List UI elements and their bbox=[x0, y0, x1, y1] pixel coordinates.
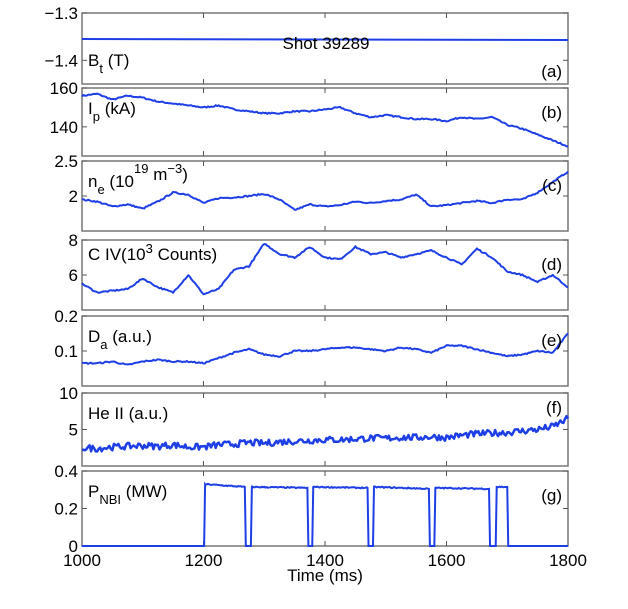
series-line bbox=[81, 243, 569, 296]
panel-label: PNBI (MW) bbox=[88, 482, 167, 507]
panel-g: 0.4 0.2 0 PNBI (MW) (g) bbox=[54, 462, 569, 556]
y-tick-label: 0 bbox=[69, 537, 78, 556]
panel-frame bbox=[81, 87, 569, 157]
panel-letter: (g) bbox=[541, 486, 562, 505]
y-tick-label: 6 bbox=[69, 266, 78, 285]
y-tick-label: 0.1 bbox=[54, 342, 78, 361]
panel-label: Da (a.u.) bbox=[88, 327, 152, 352]
y-tick-label: 0.2 bbox=[54, 307, 78, 326]
y-tick-label: −1.4 bbox=[44, 51, 78, 70]
label-superscript: 3 bbox=[146, 241, 153, 256]
label-main: D bbox=[88, 327, 100, 346]
panel-label: Ip (kA) bbox=[88, 99, 136, 124]
label-subscript: p bbox=[93, 109, 100, 124]
label-subscript: NBI bbox=[99, 492, 121, 507]
label-unit: Counts) bbox=[153, 245, 217, 264]
label-subscript: e bbox=[97, 182, 104, 197]
panel-letter: (f) bbox=[546, 398, 562, 417]
y-tick-label: 5 bbox=[69, 421, 78, 440]
label-superscript: −3 bbox=[167, 161, 182, 176]
panel-letter: (c) bbox=[542, 176, 562, 195]
label-unit: m bbox=[148, 165, 167, 184]
label-unit: (T) bbox=[103, 51, 129, 70]
y-tick-label: 10 bbox=[59, 384, 78, 403]
panel-letter: (e) bbox=[541, 331, 562, 350]
label-main: n bbox=[88, 172, 97, 191]
label-unit: ) bbox=[182, 165, 188, 184]
series-line bbox=[81, 332, 569, 366]
label-unit: (MW) bbox=[121, 482, 167, 501]
label-main: He II (a.u.) bbox=[88, 404, 168, 423]
series-line bbox=[81, 92, 569, 148]
series-line bbox=[82, 170, 569, 211]
y-tick-label: 140 bbox=[50, 118, 78, 137]
panel-letter: (d) bbox=[541, 255, 562, 274]
panel-letter: (a) bbox=[541, 62, 562, 81]
y-tick-label: 2 bbox=[69, 187, 78, 206]
y-tick-label: 2.5 bbox=[54, 152, 78, 171]
panel-d: 8 6 C IV(103 Counts) (d) bbox=[69, 231, 569, 311]
label-subscript: a bbox=[100, 337, 108, 352]
panel-label: He II (a.u.) bbox=[88, 404, 168, 423]
y-tick-label: 0.4 bbox=[54, 462, 78, 481]
y-tick-label: 8 bbox=[69, 231, 78, 250]
series-line bbox=[82, 481, 568, 547]
label-unit: (kA) bbox=[100, 99, 136, 118]
label-unit: (a.u.) bbox=[108, 327, 152, 346]
label-unit: (10 bbox=[105, 172, 134, 191]
panel-f: 10 5 He II (a.u.) (f) bbox=[59, 384, 570, 467]
panel-e: 0.2 0.1 Da (a.u.) (e) bbox=[54, 307, 569, 387]
label-subscript: t bbox=[99, 61, 103, 76]
x-tick-label: 1800 bbox=[549, 551, 587, 570]
panel-a: −1.3 −1.4 Bt (T) (a) Shot 39289 bbox=[44, 4, 569, 85]
series-line bbox=[81, 414, 570, 453]
y-tick-label: −1.3 bbox=[44, 4, 78, 23]
series-line bbox=[81, 38, 569, 41]
x-tick-label: 1000 bbox=[63, 551, 101, 570]
y-tick-label: 160 bbox=[50, 79, 78, 98]
panel-label: C IV(103 Counts) bbox=[88, 241, 217, 264]
panel-label: Bt (T) bbox=[88, 51, 129, 76]
panel-frame bbox=[81, 315, 569, 387]
x-tick-label: 1600 bbox=[428, 551, 466, 570]
label-main: P bbox=[88, 482, 99, 501]
label-main: B bbox=[88, 51, 99, 70]
panel-b: 160 140 Ip (kA) (b) bbox=[50, 79, 569, 157]
label-main: C IV(10 bbox=[88, 245, 146, 264]
label-superscript: 19 bbox=[134, 161, 148, 176]
y-tick-label: 0.2 bbox=[54, 500, 78, 519]
panel-letter: (b) bbox=[541, 103, 562, 122]
label-main: I bbox=[88, 99, 93, 118]
shot-annotation: Shot 39289 bbox=[283, 34, 370, 53]
panel-label: ne (1019 m−3) bbox=[88, 161, 188, 197]
x-tick-label: 1400 bbox=[306, 551, 344, 570]
x-axis-label: Time (ms) bbox=[287, 566, 363, 585]
x-tick-label: 1200 bbox=[185, 551, 223, 570]
